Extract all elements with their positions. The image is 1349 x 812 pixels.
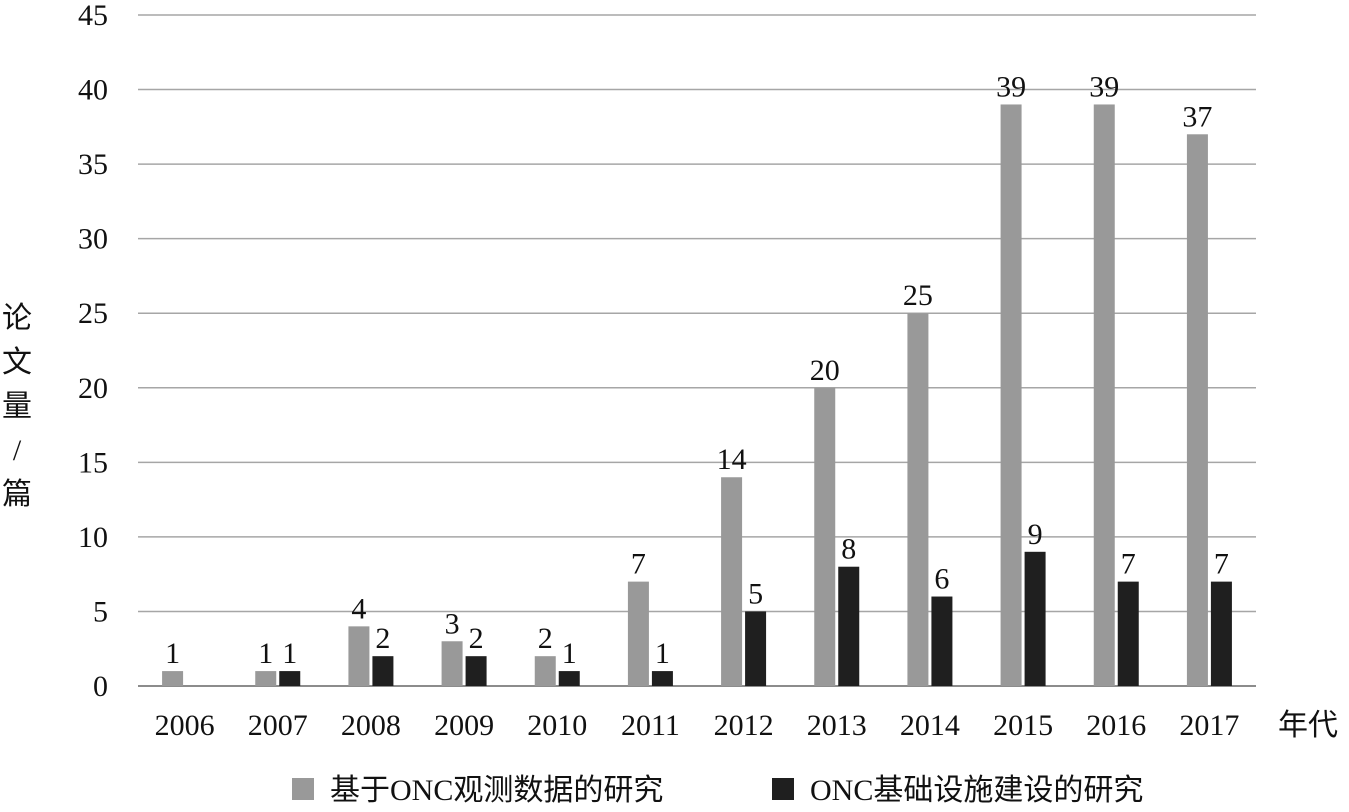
data-label: 8 xyxy=(841,533,856,566)
bar-infrastructure xyxy=(745,611,767,686)
y-axis-label-char: 论 xyxy=(2,302,32,335)
bar-observation xyxy=(907,313,929,686)
data-label: 4 xyxy=(351,592,366,625)
data-label: 39 xyxy=(996,70,1026,103)
data-label: 2 xyxy=(538,622,553,655)
data-label: 25 xyxy=(903,279,933,312)
data-label: 1 xyxy=(165,637,180,670)
y-tick-label: 45 xyxy=(78,0,108,32)
y-axis-label-char: 文 xyxy=(2,346,32,379)
bar-observation xyxy=(162,671,184,686)
bar-infrastructure xyxy=(1210,581,1232,686)
data-label: 1 xyxy=(282,637,297,670)
bar-infrastructure xyxy=(465,656,487,686)
y-tick-label: 30 xyxy=(78,223,108,256)
y-tick-label: 5 xyxy=(93,595,108,628)
data-label: 14 xyxy=(717,443,747,476)
data-label: 5 xyxy=(748,577,763,610)
gridlines xyxy=(138,14,1256,687)
data-label: 7 xyxy=(1121,548,1136,581)
data-label: 20 xyxy=(810,354,840,387)
bar-observation xyxy=(441,641,463,686)
data-label: 1 xyxy=(258,637,273,670)
bar-observation xyxy=(255,671,277,686)
x-tick-label: 2016 xyxy=(1086,709,1146,742)
y-tick-label: 10 xyxy=(78,521,108,554)
x-tick-label: 2006 xyxy=(155,709,215,742)
x-axis-ticks: 2006 2007 2008 2009 2010 2011 2012 2013 2014 2015… xyxy=(155,709,1240,742)
y-tick-label: 35 xyxy=(78,148,108,181)
bar-observation xyxy=(348,626,370,686)
bars xyxy=(162,104,1232,687)
bar-infrastructure xyxy=(931,596,953,686)
data-label: 37 xyxy=(1182,100,1212,133)
x-tick-label: 2011 xyxy=(621,709,680,742)
bar-infrastructure xyxy=(372,656,394,686)
y-axis-label-char: 篇 xyxy=(2,478,32,511)
x-tick-label: 2014 xyxy=(900,709,960,742)
bar-observation xyxy=(1000,104,1022,686)
legend-swatch xyxy=(292,778,314,800)
legend-swatch xyxy=(772,778,794,800)
bar-observation xyxy=(721,477,743,686)
bar-observation xyxy=(627,581,649,686)
bar-infrastructure xyxy=(651,671,673,686)
x-tick-label: 2017 xyxy=(1179,709,1239,742)
x-tick-label: 2009 xyxy=(434,709,494,742)
bar-observation xyxy=(534,656,556,686)
data-label: 2 xyxy=(375,622,390,655)
bar-observation xyxy=(1093,104,1115,686)
data-label: 7 xyxy=(1214,548,1229,581)
bar-infrastructure xyxy=(838,566,860,686)
x-axis-label: 年代 xyxy=(1278,709,1338,742)
y-tick-label: 25 xyxy=(78,297,108,330)
bar-infrastructure xyxy=(1117,581,1139,686)
y-axis-label-char: / xyxy=(13,434,22,467)
legend: 基于ONC观测数据的研究 ONC基础设施建设的研究 xyxy=(292,774,1143,807)
y-tick-label: 20 xyxy=(78,372,108,405)
bar-infrastructure xyxy=(1024,551,1046,686)
x-tick-label: 2007 xyxy=(248,709,308,742)
data-label: 6 xyxy=(934,563,949,596)
y-axis-ticks: 0 5 10 15 20 25 30 35 40 45 xyxy=(78,0,108,703)
y-axis-label-char: 量 xyxy=(2,390,32,423)
data-label: 7 xyxy=(631,548,646,581)
y-tick-label: 0 xyxy=(93,670,108,703)
x-tick-label: 2015 xyxy=(993,709,1053,742)
bar-observation xyxy=(1186,134,1208,687)
data-label: 1 xyxy=(655,637,670,670)
x-tick-label: 2008 xyxy=(341,709,401,742)
data-label: 9 xyxy=(1028,518,1043,551)
x-tick-label: 2013 xyxy=(807,709,867,742)
x-tick-label: 2012 xyxy=(714,709,774,742)
legend-label: 基于ONC观测数据的研究 xyxy=(330,774,663,807)
data-label: 2 xyxy=(469,622,484,655)
bar-infrastructure xyxy=(558,671,580,686)
data-label: 39 xyxy=(1089,70,1119,103)
legend-label: ONC基础设施建设的研究 xyxy=(810,774,1143,807)
data-label: 1 xyxy=(562,637,577,670)
x-tick-label: 2010 xyxy=(527,709,587,742)
y-tick-label: 40 xyxy=(78,74,108,107)
bar-infrastructure xyxy=(279,671,301,686)
y-axis-label: 论文量 / 篇 xyxy=(2,302,32,511)
y-tick-label: 15 xyxy=(78,446,108,479)
data-label: 3 xyxy=(445,607,460,640)
bar-observation xyxy=(814,387,836,686)
